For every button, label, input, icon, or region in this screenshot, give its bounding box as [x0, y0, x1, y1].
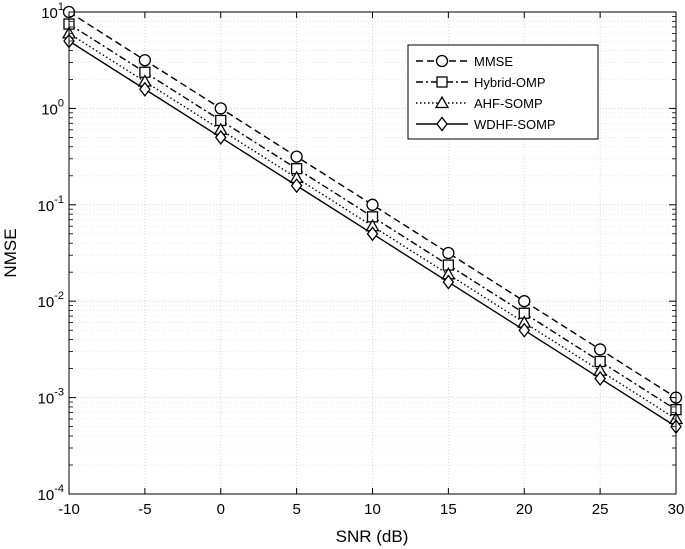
legend-entry-mmse: MMSE [416, 54, 513, 69]
data-point-wdhf-somp [366, 226, 379, 242]
legend-label: WDHF-SOMP [474, 117, 556, 132]
x-tick-label: 30 [668, 501, 685, 518]
y-tick-label: 100 [41, 97, 64, 118]
y-tick-labels: 101 100 10-1 10-2 10-3 10-4 [38, 1, 64, 504]
y-tick-label: 10-1 [38, 194, 64, 215]
data-point-mmse [442, 246, 455, 260]
x-tick-label: 15 [440, 501, 457, 518]
y-tick-label: 10-3 [38, 387, 64, 408]
series-layer [61, 5, 684, 435]
y-tick-label: 10-2 [38, 290, 64, 311]
data-point-mmse [593, 343, 607, 356]
axis-ticks [68, 11, 677, 495]
data-point-mmse [366, 198, 379, 211]
series-line-mmse [68, 11, 677, 399]
x-tick-label: 5 [292, 501, 300, 518]
data-point-wdhf-somp [518, 322, 531, 338]
y-tick-label: 10-4 [38, 483, 64, 504]
data-point-mmse [290, 150, 303, 163]
x-tick-label: 0 [217, 501, 225, 518]
x-tick-label: -10 [58, 501, 80, 518]
x-tick-label: -5 [138, 501, 151, 518]
data-point-wdhf-somp [290, 178, 303, 194]
x-tick-label: 25 [592, 501, 609, 518]
x-tick-label: 20 [516, 501, 533, 518]
data-point-wdhf-somp [442, 274, 455, 290]
x-tick-labels: -10 -5 0 5 10 15 20 25 30 [58, 501, 684, 518]
data-point-mmse [518, 295, 531, 308]
legend-marker [436, 116, 448, 132]
series-wdhf-somp [63, 33, 682, 435]
x-axis-label: SNR (dB) [336, 527, 409, 546]
legend-entry-hybrid-omp: Hybrid-OMP [416, 75, 546, 90]
x-tick-label: 10 [364, 501, 381, 518]
legend-marker [435, 54, 449, 68]
legend-entry-wdhf-somp: WDHF-SOMP [416, 116, 556, 132]
y-tick-label: 101 [41, 1, 64, 22]
data-point-mmse [138, 54, 152, 67]
legend-label: AHF-SOMP [474, 96, 543, 111]
legend-label: MMSE [474, 54, 513, 69]
legend: MMSE Hybrid-OMP AHF-SOMP WDHF-SOMP [407, 44, 599, 140]
legend-marker [434, 95, 450, 109]
legend-entry-ahf-somp: AHF-SOMP [416, 95, 543, 111]
legend-label: Hybrid-OMP [474, 75, 546, 90]
data-point-mmse [214, 102, 227, 115]
data-point-wdhf-somp [594, 370, 606, 387]
data-point-wdhf-somp [214, 129, 227, 145]
data-point-wdhf-somp [139, 81, 151, 97]
legend-marker [436, 76, 448, 88]
y-axis-label: NMSE [1, 228, 20, 277]
